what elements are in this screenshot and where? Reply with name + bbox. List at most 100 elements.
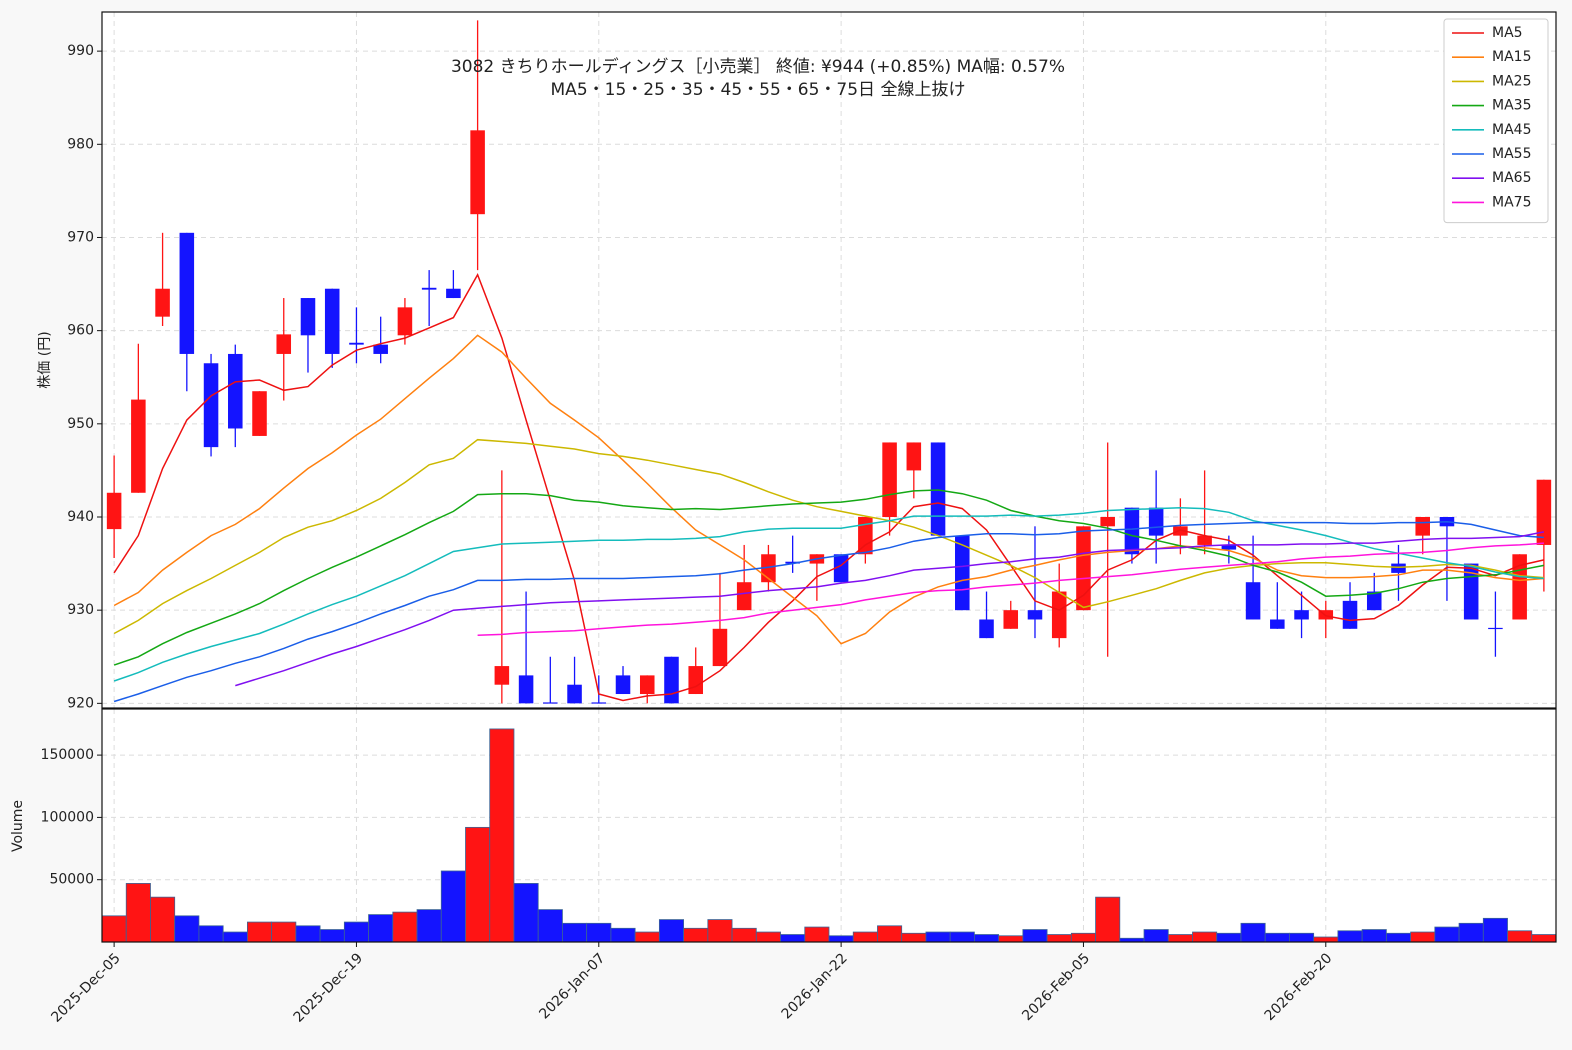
candle-body (349, 342, 364, 345)
candle-body (1415, 516, 1430, 536)
candle-body (1076, 526, 1091, 611)
volume-bar (1434, 926, 1460, 943)
candle-body (1027, 610, 1043, 620)
candle-body (1391, 563, 1406, 573)
candle-body (131, 399, 146, 493)
candle-body (688, 666, 703, 695)
candle-body (1221, 544, 1237, 550)
volume-bar (1507, 930, 1533, 943)
volume-bar (246, 921, 273, 943)
legend-label: MA45 (1492, 122, 1531, 138)
x-tick-label: 2026-Jan-07 (536, 950, 608, 1022)
volume-bar (634, 931, 660, 943)
y-tick-label: 100000 (41, 809, 94, 825)
volume-bar (707, 919, 733, 943)
candle-body (785, 561, 800, 564)
candle-body (930, 442, 946, 536)
candle-body (639, 675, 655, 695)
y-tick-label: 990 (67, 43, 94, 59)
volume-bar (1264, 932, 1290, 943)
volume-bar (780, 934, 806, 943)
volume-bar (368, 914, 394, 943)
candle-body (1342, 600, 1358, 629)
candle-body (446, 288, 461, 299)
volume-bar (925, 931, 951, 943)
ma-line (113, 272, 1545, 702)
legend-label: MA35 (1492, 98, 1531, 114)
volume-bar (319, 929, 345, 943)
volume-bar (828, 935, 854, 943)
volume-bar (1337, 930, 1363, 943)
candle-body (1148, 507, 1164, 536)
y-tick-label: 920 (67, 695, 94, 711)
volume-bar (392, 911, 418, 943)
candle-body (179, 232, 195, 354)
volume-bar (658, 919, 684, 943)
legend-label: MA5 (1492, 25, 1523, 41)
y-tick-label: 970 (67, 229, 94, 245)
volume-bar (222, 931, 248, 943)
candle-body (858, 516, 873, 555)
legend-box (1443, 18, 1549, 224)
ma-line (113, 506, 1544, 682)
volume-panel (102, 709, 1556, 942)
volume-bar (416, 909, 442, 943)
candle-body (203, 363, 219, 448)
x-tick-label: 2026-Feb-05 (1019, 950, 1093, 1024)
volume-bar (271, 921, 297, 943)
x-tick-label: 2026-Feb-20 (1262, 950, 1336, 1024)
candle-body (1536, 479, 1552, 545)
volume-bar (1167, 934, 1193, 943)
volume-bar (1313, 936, 1339, 943)
y-tick-label: 50000 (49, 872, 94, 888)
x-tick-label: 2026-Jan-22 (779, 950, 851, 1022)
volume-bar (101, 915, 127, 943)
candle-body (1003, 610, 1019, 629)
candle-body (276, 334, 292, 354)
candle-body (1270, 619, 1285, 629)
volume-bar (440, 870, 466, 943)
volume-bar (1070, 932, 1096, 943)
volume-bar (174, 915, 200, 943)
candle-body (155, 288, 170, 317)
candle-body (228, 353, 243, 429)
x-tick-label: 2025-Dec-05 (48, 950, 123, 1025)
candle-body (1100, 516, 1115, 527)
volume-bar (489, 728, 515, 943)
volume-bar (295, 925, 321, 943)
candle-body (1294, 610, 1309, 620)
candle-body (833, 554, 849, 583)
candle-body (324, 288, 340, 354)
candle-body (300, 298, 316, 336)
volume-bar (1361, 929, 1387, 943)
volume-bar (852, 931, 878, 943)
volume-bar (1482, 917, 1508, 943)
candle-body (664, 656, 679, 704)
plot: 920 930 940 950 960 970 980 990 50000 100000 15000… (41, 12, 1557, 1026)
legend-label: MA55 (1492, 146, 1531, 162)
x-tick-label: 2025-Dec-19 (291, 950, 366, 1025)
y-tick-label: 960 (67, 323, 94, 339)
candle-body (470, 130, 485, 215)
volume-bar (1410, 931, 1436, 943)
volume-bar (562, 922, 588, 943)
y-tick-label: 150000 (41, 747, 94, 763)
volume-bar (610, 927, 636, 943)
chart-title: 3082 きちりホールディングス［小売業］ 終値: ¥944 (+0.85%) … (451, 56, 1065, 77)
volume-bar (198, 925, 224, 943)
y-axis-label: 株価 (円) (37, 331, 53, 388)
volume-bar (1458, 922, 1484, 943)
candle-body (252, 391, 267, 436)
volume-bar (1143, 929, 1169, 943)
y-tick-label: 930 (67, 602, 94, 618)
candle-body (1051, 591, 1067, 639)
legend-label: MA75 (1492, 194, 1531, 210)
candle-body (543, 702, 558, 704)
volume-bar (537, 909, 563, 943)
ma-line (113, 489, 1545, 666)
y-tick-label: 940 (67, 509, 94, 525)
ma-line (113, 334, 1544, 645)
volume-bar (804, 926, 830, 943)
candle-body (955, 535, 970, 611)
